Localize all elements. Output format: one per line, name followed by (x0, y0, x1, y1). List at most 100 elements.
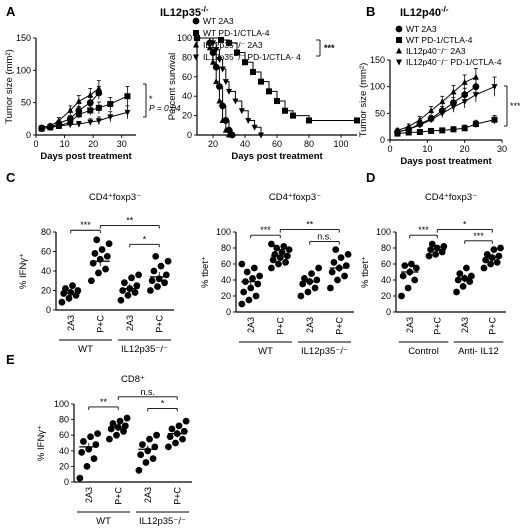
p-value-annotation: P = 0.04 (149, 103, 181, 113)
data-point (222, 79, 229, 86)
data-point (69, 282, 76, 290)
data-point (179, 435, 186, 443)
y-tick-label: 20 (221, 291, 231, 301)
data-point (416, 116, 423, 123)
data-point (238, 108, 245, 115)
legend-entry: IL12p35⁻/⁻ PD-1/CTLA- 4 (203, 52, 301, 62)
data-point (243, 268, 251, 276)
category-label: 2A3 (125, 315, 135, 331)
data-point (107, 114, 114, 121)
data-point (149, 455, 157, 463)
y-tick-label: 80 (182, 52, 192, 62)
data-point (337, 254, 345, 262)
y-tick-label: 80 (59, 415, 69, 425)
data-point (330, 258, 338, 266)
category-label: 2A3 (305, 317, 315, 333)
data-point (328, 268, 336, 276)
series-triangle-down (394, 76, 498, 136)
y-tick-label: 0 (380, 135, 385, 145)
category-label: P+C (432, 317, 442, 335)
y-tick-label: 50 (21, 98, 31, 108)
significance-label: *** (510, 101, 520, 111)
chart-title: CD4⁺foxp3⁻ (269, 192, 321, 203)
data-point (275, 260, 282, 268)
data-point (405, 126, 412, 133)
data-point (267, 240, 275, 248)
chart-C-tbet: 0 20 40 60 80 100 % tbet⁺ CD4⁺foxp3⁻ 2A3 P+C 2A3 P+… (200, 192, 354, 357)
data-point (267, 264, 275, 272)
data-point (411, 276, 419, 284)
data-point (247, 284, 255, 292)
data-point (87, 107, 94, 114)
y-tick-label: 40 (182, 91, 192, 101)
data-point (107, 100, 114, 107)
data-point (472, 92, 479, 99)
data-point (75, 111, 82, 118)
data-point (398, 292, 405, 300)
legend-entry: WT 2A3 (406, 24, 437, 34)
data-point (222, 126, 229, 133)
data-point (75, 97, 82, 104)
y-tick-label: 60 (221, 259, 231, 269)
y-tick-label: 60 (381, 259, 391, 269)
data-point (285, 246, 293, 254)
x-tick-label: 20 (88, 139, 98, 149)
legend-entry: IL12p40⁻/⁻ PD-1/CTLA-4 (406, 57, 502, 67)
data-point (98, 246, 106, 253)
data-point (164, 257, 172, 265)
data-point (493, 258, 501, 266)
dot-group-1 (106, 414, 131, 443)
data-point (219, 66, 226, 73)
data-point (461, 125, 468, 132)
y-tick-label: 60 (59, 430, 69, 440)
legend-significance: *** (324, 43, 335, 53)
y-axis-label: % tbet⁺ (360, 256, 371, 288)
data-point (161, 279, 168, 287)
panel-a-title-text: IL12p35 (160, 7, 201, 19)
data-point (67, 106, 74, 113)
category-label: 2A3 (460, 317, 470, 333)
dot-group-2 (117, 271, 143, 304)
significance-label: n.s. (140, 387, 155, 397)
panel-label-e: E (6, 352, 15, 367)
data-point (166, 433, 174, 441)
data-point (94, 430, 101, 438)
data-point (194, 35, 200, 42)
data-point (135, 271, 143, 279)
data-point (425, 252, 433, 260)
significance-label: n.s. (317, 232, 332, 242)
y-tick-label: 100 (370, 82, 385, 92)
data-point (92, 441, 100, 448)
dot-group-3 (164, 417, 190, 451)
significance-label: *** (473, 231, 484, 241)
data-point (75, 121, 82, 128)
data-point (439, 127, 446, 134)
chart-E-ifng: 0 20 40 60 80 100 % IFNγ⁺ CD8⁺ 2A3 P+C 2A3 P+C WT IL1… (36, 374, 192, 527)
data-point (87, 119, 94, 126)
category-label: 2A3 (84, 487, 94, 503)
y-tick-label: 40 (41, 266, 51, 276)
data-point (439, 110, 446, 117)
data-point (491, 84, 498, 91)
data-point (133, 282, 141, 290)
legend-marker (396, 37, 402, 43)
data-point (428, 117, 435, 124)
x-tick-label: 20 (208, 139, 218, 149)
category-label: 2A3 (246, 317, 256, 333)
data-point (315, 264, 323, 272)
data-point (67, 122, 74, 129)
panel-b-title: IL12p40-/- (400, 5, 449, 19)
x-tick-label: 0 (387, 144, 392, 154)
series-triangle-down (194, 35, 264, 139)
y-axis-label: % IFNγ⁺ (36, 425, 47, 461)
data-point (139, 441, 146, 448)
data-point (428, 240, 436, 248)
legend-marker (396, 59, 402, 66)
dot-group-2 (453, 264, 475, 296)
data-point (182, 417, 190, 425)
y-tick-label: 80 (221, 243, 231, 253)
data-point (123, 414, 131, 422)
group-label: IL12p35⁻/⁻ (139, 516, 186, 527)
data-point (251, 124, 258, 131)
data-point (124, 93, 131, 100)
